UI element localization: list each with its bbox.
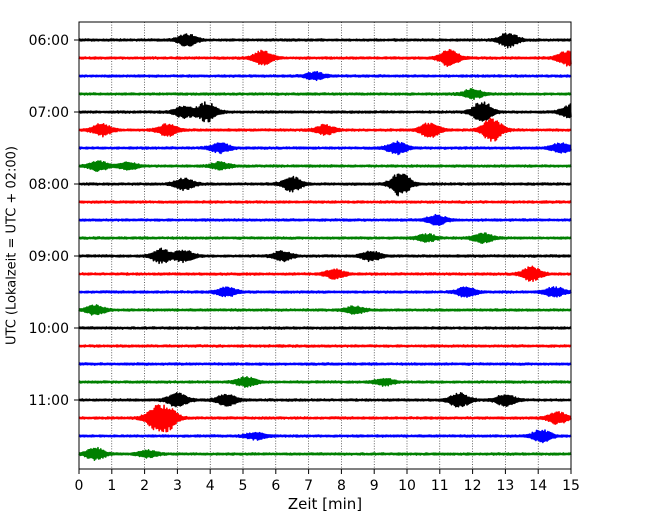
- y-axis-label: UTC (Lokalzeit = UTC + 02:00): [5, 146, 20, 345]
- trace-0615: [78, 48, 572, 68]
- plot-frame: [78, 21, 572, 470]
- x-tick-label: 12: [464, 478, 482, 494]
- trace-0915: [78, 265, 572, 282]
- trace-0830: [78, 213, 572, 226]
- x-tick-label: 4: [206, 478, 215, 494]
- x-tick-label: 8: [337, 478, 346, 494]
- trace-0815: [78, 200, 572, 204]
- x-tick-label: 11: [431, 478, 449, 494]
- trace-0930: [78, 286, 572, 299]
- trace-1100: [78, 391, 572, 408]
- x-tick-label: 7: [304, 478, 313, 494]
- x-tick-label: 3: [173, 478, 182, 494]
- x-axis-label: Zeit [min]: [288, 495, 362, 513]
- x-tick-label: 5: [239, 478, 248, 494]
- x-tick-label: 15: [562, 478, 580, 494]
- trace-0800: [78, 173, 572, 197]
- x-axis-ticks: 0 1 2 3 4 5 6 7 8 9 10 11 12 13 14 15: [75, 469, 580, 494]
- trace-0845: [78, 232, 572, 244]
- trace-1115: [78, 404, 572, 433]
- trace-0630: [78, 70, 572, 82]
- x-tick-label: 1: [107, 478, 116, 494]
- trace-0715: [78, 117, 572, 142]
- y-tick-label: 07:00: [29, 105, 69, 121]
- x-tick-label: 10: [398, 478, 416, 494]
- y-tick-label: 10:00: [29, 321, 69, 337]
- trace-1015: [78, 344, 572, 348]
- x-tick-label: 0: [75, 478, 84, 494]
- y-tick-label: 08:00: [29, 177, 69, 193]
- trace-1130: [78, 429, 572, 444]
- x-tick-label: 6: [271, 478, 280, 494]
- y-tick-label: 09:00: [29, 249, 69, 265]
- trace-1000: [78, 326, 572, 330]
- x-tick-label: 13: [496, 478, 514, 494]
- trace-0945: [78, 304, 572, 316]
- trace-1030: [78, 362, 572, 366]
- x-tick-label: 2: [140, 478, 149, 494]
- trace-0730: [78, 140, 572, 156]
- x-tick-label: 14: [529, 478, 547, 494]
- trace-0645: [78, 88, 572, 101]
- trace-1045: [78, 376, 572, 388]
- trace-1145: [78, 446, 572, 461]
- y-axis-ticks: 06:00 07:00 08:00 09:00 10:00 11:00: [29, 33, 79, 409]
- y-tick-label: 11:00: [29, 393, 69, 409]
- y-tick-label: 06:00: [29, 33, 69, 49]
- trace-0900: [78, 247, 572, 265]
- trace-0600: [78, 32, 572, 49]
- x-tick-label: 9: [370, 478, 379, 494]
- trace-0745: [78, 160, 572, 172]
- trace-group: [78, 32, 572, 461]
- trace-0700: [78, 101, 572, 123]
